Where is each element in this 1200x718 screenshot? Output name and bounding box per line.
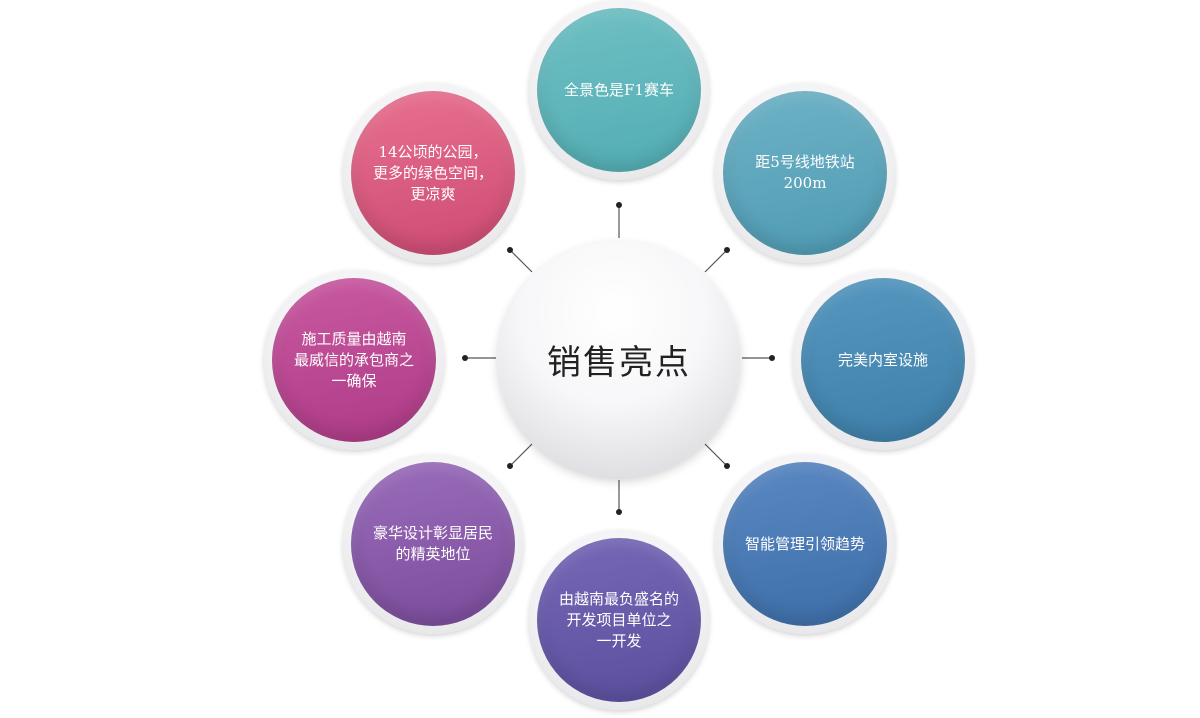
node-left: 施工质量由越南 最威信的承包商之 一确保 [272, 278, 436, 442]
node-label-top: 全景色是F1赛车 [564, 80, 674, 99]
connector-lower-left [509, 443, 533, 467]
node-label-lower-right: 智能管理引领趋势 [744, 534, 865, 553]
node-ring-top: 全景色是F1赛车 [529, 0, 709, 180]
node-ring-lower-left: 豪华设计彰显居民 的精英地位 [343, 454, 523, 634]
node-ring-upper-left: 14公顷的公园， 更多的绿色空间， 更凉爽 [343, 83, 523, 263]
connector-lower-right [704, 443, 728, 467]
node-label-right: 完美内室设施 [837, 350, 928, 369]
node-bottom: 由越南最负盛名的 开发项目单位之 一开发 [537, 538, 701, 702]
connector-dot-lower-right [724, 463, 730, 469]
center-hub: 销售亮点 [498, 241, 740, 477]
connector-dot-lower-left [507, 463, 513, 469]
node-label-upper-right: 距5号线地铁站200m [755, 153, 855, 192]
node-label-bottom: 由越南最负盛名的 开发项目单位之 一开发 [558, 589, 679, 650]
connector-dot-top [616, 202, 622, 208]
center-title: 销售亮点 [547, 342, 691, 383]
connector-upper-left [509, 249, 533, 273]
node-ring-left: 施工质量由越南 最威信的承包商之 一确保 [264, 270, 444, 450]
node-ring-upper-right: 距5号线地铁站200m [715, 83, 895, 263]
node-ring-bottom: 由越南最负盛名的 开发项目单位之 一开发 [529, 530, 709, 710]
connector-dot-upper-right [724, 247, 730, 253]
connector-dot-upper-left [507, 247, 513, 253]
connector-dot-bottom [616, 509, 622, 515]
node-label-lower-left: 豪华设计彰显居民 的精英地位 [372, 524, 493, 563]
node-right: 完美内室设施 [801, 278, 965, 442]
node-lower-left: 豪华设计彰显居民 的精英地位 [351, 462, 515, 626]
node-upper-left: 14公顷的公园， 更多的绿色空间， 更凉爽 [351, 91, 515, 255]
node-label-left: 施工质量由越南 最威信的承包商之 一确保 [293, 329, 414, 390]
connector-upper-right [704, 249, 728, 273]
connector-dot-right [769, 355, 775, 361]
node-ring-lower-right: 智能管理引领趋势 [715, 454, 895, 634]
node-upper-right: 距5号线地铁站200m [723, 91, 887, 255]
node-ring-right: 完美内室设施 [793, 270, 973, 450]
node-top: 全景色是F1赛车 [537, 8, 701, 172]
connector-dot-left [462, 355, 468, 361]
node-label-upper-left: 14公顷的公园， 更多的绿色空间， 更凉爽 [372, 142, 493, 203]
node-lower-right: 智能管理引领趋势 [723, 462, 887, 626]
